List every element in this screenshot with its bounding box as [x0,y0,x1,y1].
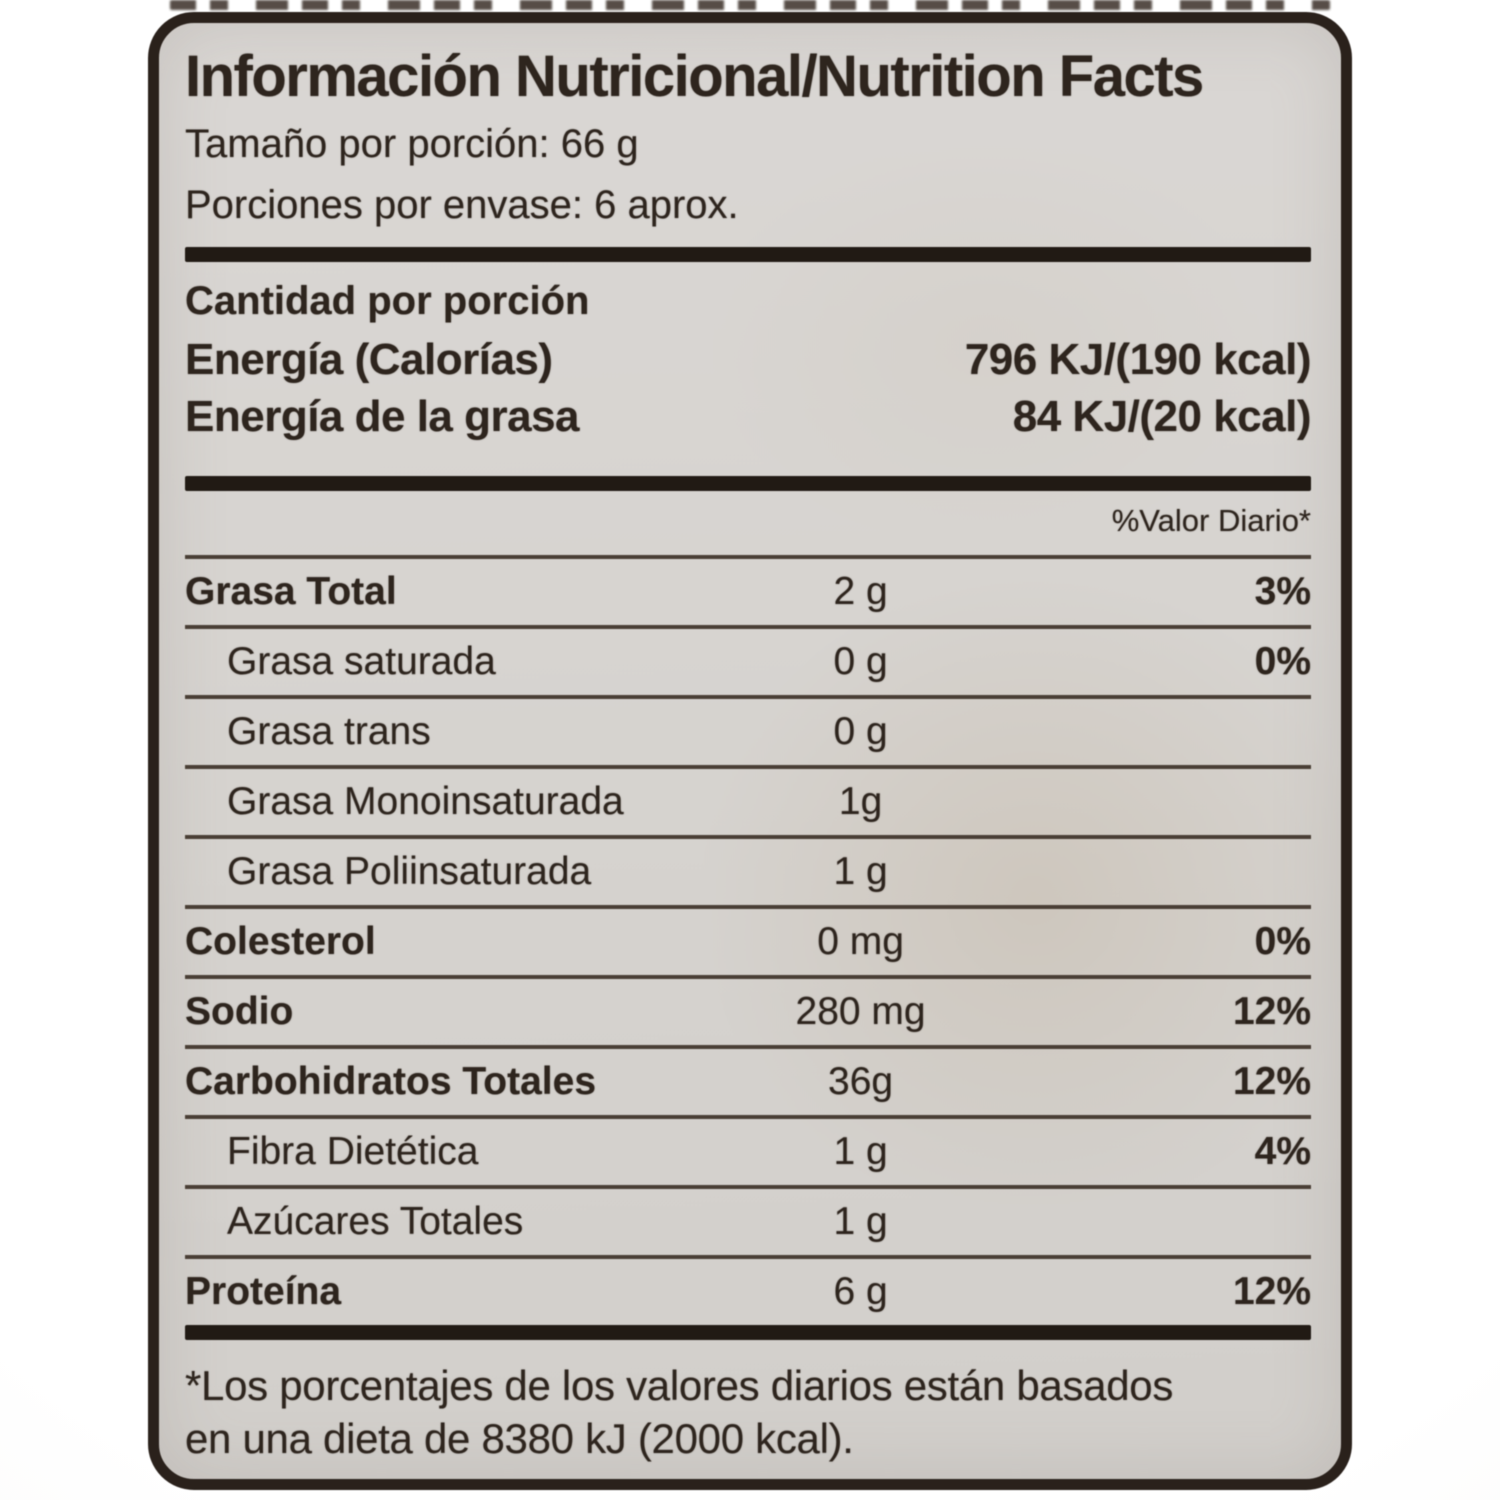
nutrient-row: Azúcares Totales 1 g [185,1185,1311,1255]
energy-fat-value: 84 KJ/(20 kcal) [1012,392,1312,442]
nutrient-amount: 0 g [833,709,888,753]
nutrient-name: Fibra Dietética [227,1129,479,1173]
nutrient-name: Grasa Monoinsaturada [227,779,624,823]
nutrient-name: Carbohidratos Totales [185,1059,597,1103]
nutrient-row: Grasa Monoinsaturada 1g [185,765,1311,835]
energy-calories-row: Energía (Calorías) 796 KJ/(190 kcal) [185,334,1312,386]
section-divider-bar [185,475,1311,491]
nutrient-amount: 1 g [833,1199,888,1243]
nutrient-row: Fibra Dietética 1 g 4% [185,1115,1311,1185]
nutrient-daily-value: 12% [1232,989,1311,1033]
nutrient-row: Proteína 6 g 12% [185,1255,1311,1325]
servings-per-container-text: Porciones por envase: 6 aprox. [185,182,739,227]
amount-per-serving-heading: Cantidad por porción [185,278,590,323]
energy-fat-row: Energía de la grasa 84 KJ/(20 kcal) [185,392,1312,443]
cropped-print-fragments [170,0,1330,10]
nutrient-daily-value: 12% [1232,1269,1311,1313]
nutrient-name: Azúcares Totales [227,1199,524,1243]
nutrient-table: Grasa Total 2 g 3% Grasa saturada 0 g 0% Grasa… [185,555,1311,1325]
nutrient-name: Proteína [185,1269,342,1313]
nutrient-amount: 1 g [833,1129,888,1173]
nutrient-row: Sodio 280 mg 12% [185,975,1311,1045]
nutrient-amount: 0 mg [817,919,904,963]
nutrient-row: Grasa Poliinsaturada 1 g [185,835,1311,905]
nutrient-row: Grasa saturada 0 g 0% [185,625,1311,695]
section-divider-bar [185,246,1311,262]
nutrient-amount: 6 g [833,1269,888,1313]
label-title: Información Nutricional/Nutrition Facts [185,44,1204,109]
nutrient-name: Grasa trans [227,709,431,753]
nutrient-amount: 36g [828,1059,894,1103]
nutrient-amount: 0 g [833,639,888,683]
energy-fat-label: Energía de la grasa [185,392,580,442]
nutrient-row: Colesterol 0 mg 0% [185,905,1311,975]
nutrient-row: Grasa trans 0 g [185,695,1311,765]
nutrient-name: Colesterol [185,919,376,963]
nutrient-amount: 2 g [833,569,888,613]
daily-value-header: %Valor Diario* [1111,502,1311,538]
section-divider-bar [185,1325,1311,1341]
daily-value-footnote: *Los porcentajes de los valores diarios … [185,1360,1311,1465]
nutrient-name: Grasa Total [185,569,397,613]
nutrient-amount: 280 mg [795,989,926,1033]
serving-size-text: Tamaño por porción: 66 g [185,121,639,166]
footnote-line: *Los porcentajes de los valores diarios … [185,1362,1174,1410]
nutrient-name: Sodio [185,989,294,1033]
nutrient-daily-value: 4% [1254,1129,1311,1173]
nutrient-daily-value: 3% [1254,569,1311,613]
nutrient-amount: 1g [838,779,883,823]
nutrient-daily-value: 12% [1232,1059,1311,1103]
nutrient-daily-value: 0% [1254,639,1311,683]
energy-calories-value: 796 KJ/(190 kcal) [964,334,1312,384]
footnote-line: en una dieta de 8380 kJ (2000 kcal). [185,1414,854,1462]
energy-calories-label: Energía (Calorías) [185,334,553,384]
nutrient-name: Grasa saturada [227,639,496,683]
nutrient-row: Grasa Total 2 g 3% [185,555,1311,625]
nutrient-name: Grasa Poliinsaturada [227,849,592,893]
nutrient-row: Carbohidratos Totales 36g 12% [185,1045,1311,1115]
nutrient-daily-value: 0% [1254,919,1311,963]
nutrient-amount: 1 g [833,849,888,893]
nutrition-label: Información Nutricional/Nutrition Facts … [148,12,1352,1490]
